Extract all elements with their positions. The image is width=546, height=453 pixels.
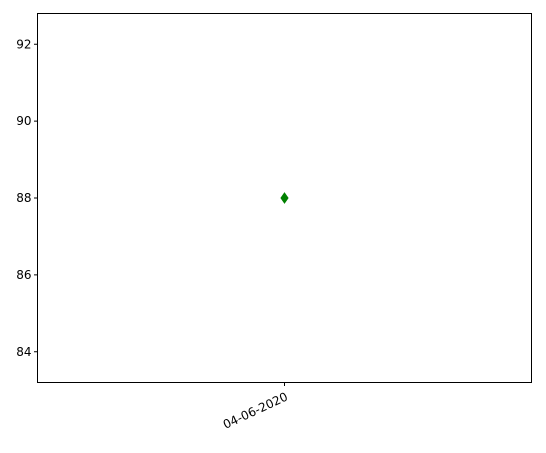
data-point-marker (280, 192, 289, 204)
data-points (280, 192, 289, 204)
y-tick-label: 88 (16, 191, 31, 205)
x-axis: 04-06-2020 (221, 382, 290, 432)
x-tick-label: 04-06-2020 (221, 390, 290, 432)
y-tick-label: 86 (16, 268, 31, 282)
y-axis: 84 86 88 90 92 (16, 37, 38, 359)
y-tick-label: 90 (16, 114, 31, 128)
y-tick-label: 84 (16, 345, 31, 359)
y-tick-label: 92 (16, 37, 31, 51)
